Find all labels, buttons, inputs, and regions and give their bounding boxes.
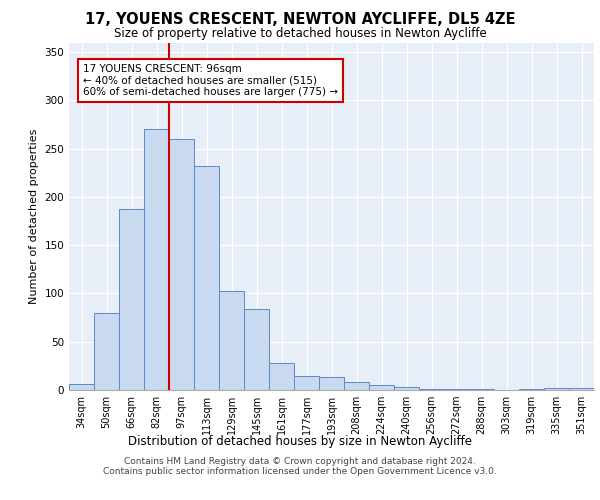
Bar [169,139,194,390]
Bar [119,210,144,390]
Bar [219,290,244,390]
Text: Distribution of detached houses by size in Newton Aycliffe: Distribution of detached houses by size … [128,434,472,448]
Text: Size of property relative to detached houses in Newton Aycliffe: Size of property relative to detached ho… [113,28,487,40]
Text: 17, YOUENS CRESCENT, NEWTON AYCLIFFE, DL5 4ZE: 17, YOUENS CRESCENT, NEWTON AYCLIFFE, DL… [85,12,515,28]
Bar [319,378,344,390]
Bar [294,376,319,390]
Bar [419,389,444,390]
Bar [569,388,594,390]
Text: 17 YOUENS CRESCENT: 96sqm
← 40% of detached houses are smaller (515)
60% of semi: 17 YOUENS CRESCENT: 96sqm ← 40% of detac… [83,64,338,97]
Bar [244,309,269,390]
Bar [69,384,94,390]
Bar [394,387,419,390]
Bar [469,389,494,390]
Bar [269,363,294,390]
Text: Contains public sector information licensed under the Open Government Licence v3: Contains public sector information licen… [103,467,497,476]
Text: Contains HM Land Registry data © Crown copyright and database right 2024.: Contains HM Land Registry data © Crown c… [124,457,476,466]
Bar [94,313,119,390]
Bar [444,389,469,390]
Y-axis label: Number of detached properties: Number of detached properties [29,128,39,304]
Bar [544,388,569,390]
Bar [369,385,394,390]
Bar [194,166,219,390]
Bar [519,389,544,390]
Bar [144,130,169,390]
Bar [344,382,369,390]
